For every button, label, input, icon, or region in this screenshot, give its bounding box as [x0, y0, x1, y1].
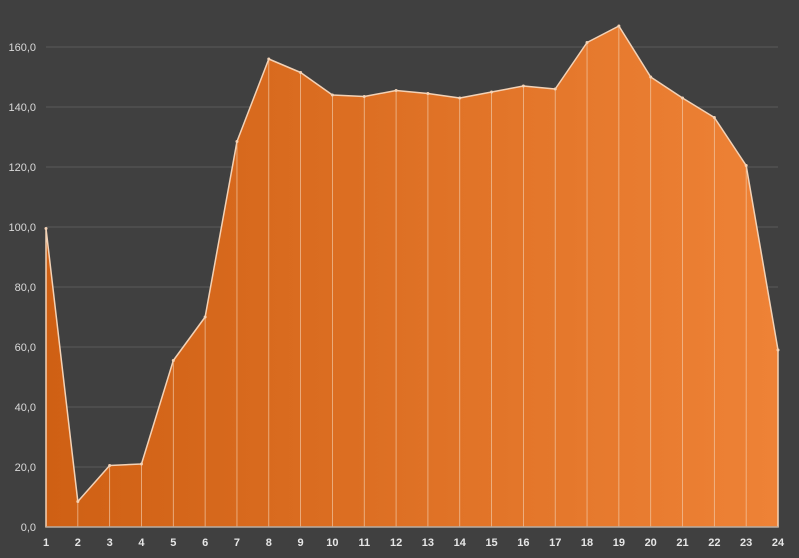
x-tick-label: 22 — [708, 537, 720, 549]
y-tick-label: 60,0 — [15, 342, 36, 354]
x-tick-label: 10 — [326, 537, 338, 549]
data-point — [490, 90, 494, 94]
x-tick-label: 2 — [75, 537, 81, 549]
data-point — [426, 92, 430, 95]
x-tick-label: 18 — [581, 537, 593, 549]
data-point — [267, 57, 271, 61]
x-tick-label: 15 — [485, 537, 497, 549]
x-tick-label: 11 — [358, 537, 370, 549]
point-dividers — [44, 24, 780, 527]
x-tick-label: 5 — [170, 537, 176, 549]
x-axis-ticks: 1 2 3 4 5 6 7 8 9 10 11 12 13 14 15 16 17 18 19 20 21 22 23 24 — [43, 537, 785, 549]
data-point — [394, 89, 398, 92]
data-point — [521, 84, 525, 88]
data-point — [299, 71, 303, 74]
y-tick-label: 80,0 — [15, 282, 36, 294]
series-area-fill — [45, 25, 779, 528]
y-tick-label: 100,0 — [8, 222, 36, 234]
x-tick-label: 6 — [202, 537, 208, 549]
y-axis-ticks: 0,0 20,0 40,0 60,0 80,0 100,0 120,0 140,0 160,0 — [8, 42, 36, 534]
x-tick-label: 21 — [676, 537, 688, 549]
data-point — [44, 227, 48, 230]
series-area — [45, 25, 779, 528]
data-point — [744, 164, 748, 167]
y-tick-label: 0,0 — [21, 522, 36, 534]
data-point — [776, 348, 780, 352]
x-tick-label: 7 — [234, 537, 240, 549]
y-tick-label: 20,0 — [15, 462, 36, 474]
x-tick-label: 20 — [645, 537, 657, 549]
y-tick-label: 160,0 — [8, 42, 36, 54]
x-tick-label: 8 — [266, 537, 272, 549]
x-tick-label: 1 — [43, 537, 49, 549]
x-tick-label: 4 — [138, 537, 145, 549]
data-point — [712, 116, 716, 119]
x-tick-label: 9 — [298, 537, 304, 549]
y-tick-label: 40,0 — [15, 402, 36, 414]
data-point — [649, 75, 653, 79]
x-tick-label: 13 — [422, 537, 434, 549]
y-tick-label: 120,0 — [8, 162, 36, 174]
y-tick-label: 140,0 — [8, 102, 36, 114]
data-point — [139, 462, 143, 466]
data-point — [108, 464, 112, 467]
data-point — [203, 315, 207, 319]
x-tick-label: 12 — [390, 537, 402, 549]
x-tick-label: 16 — [517, 537, 529, 549]
x-tick-label: 23 — [740, 537, 752, 549]
x-tick-label: 24 — [772, 537, 785, 549]
x-tick-label: 17 — [549, 537, 561, 549]
x-tick-label: 19 — [613, 537, 625, 549]
data-point — [585, 41, 589, 44]
data-point — [362, 95, 366, 98]
data-point — [330, 93, 334, 97]
data-point — [76, 500, 80, 503]
data-point — [235, 140, 239, 143]
data-point — [681, 96, 685, 100]
data-point — [171, 359, 175, 362]
data-point — [553, 87, 557, 91]
data-point — [458, 96, 462, 100]
x-tick-label: 14 — [454, 537, 467, 549]
data-point — [617, 24, 621, 28]
x-tick-label: 3 — [107, 537, 113, 549]
